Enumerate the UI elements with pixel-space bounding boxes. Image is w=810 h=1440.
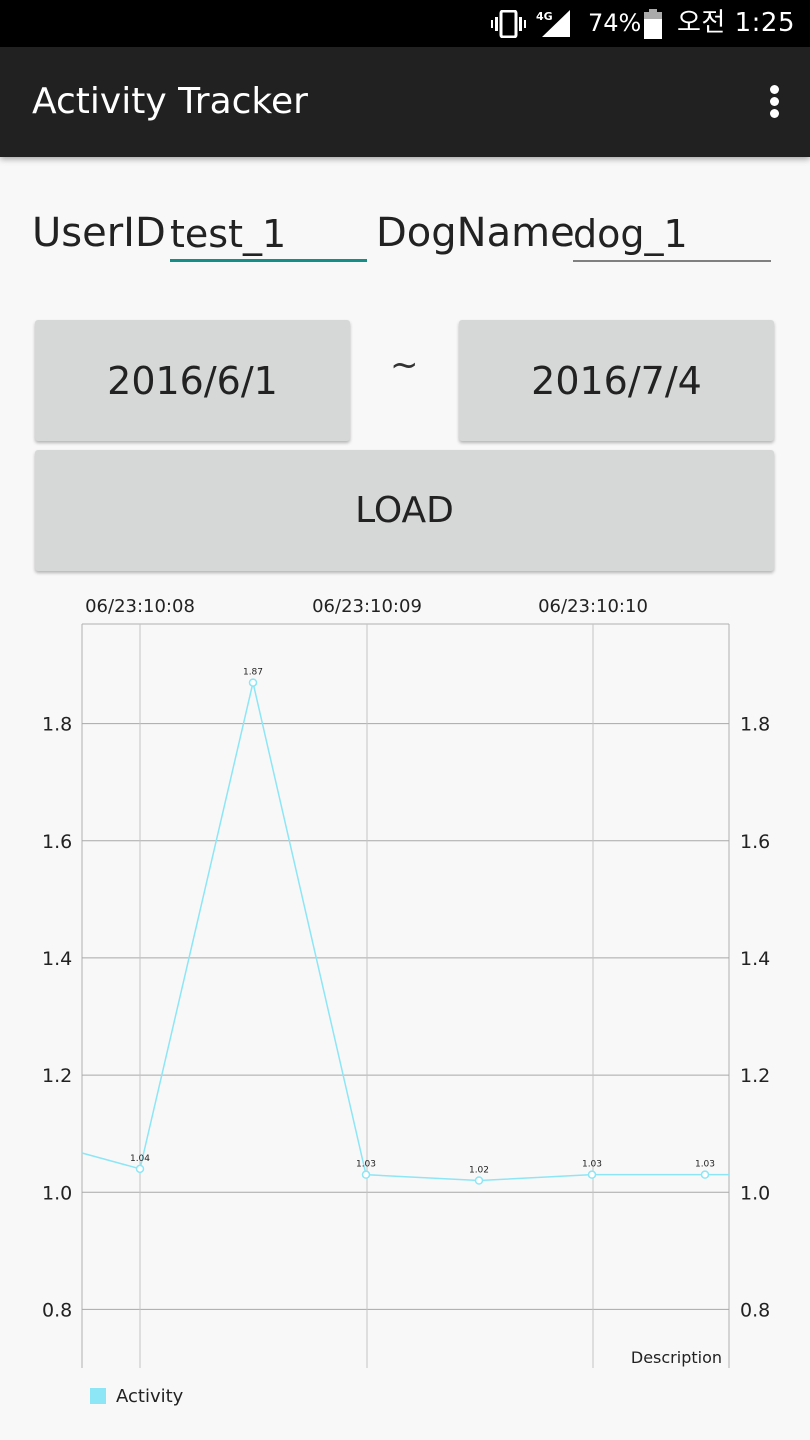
end-date-button[interactable]: 2016/7/4 — [459, 320, 774, 441]
legend-label-activity: Activity — [116, 1385, 184, 1407]
app-title: Activity Tracker — [32, 81, 308, 122]
clock: 오전 1:25 — [677, 8, 795, 38]
chart-legend: Activity — [90, 1384, 183, 1408]
load-button[interactable]: LOAD — [35, 450, 774, 571]
network-type-label: 4G — [536, 10, 553, 23]
vibrate-icon — [491, 10, 526, 38]
y-tick-label-right: 0.8 — [740, 1299, 770, 1321]
data-point — [474, 1176, 484, 1185]
activity-chart: 0.8 0.8 1.0 1.0 1.2 1.2 1.4 1.4 1.6 1.6 1.8 1.8 06/2… — [42, 596, 770, 1368]
data-point — [248, 678, 258, 687]
y-tick-label-left: 1.8 — [42, 714, 72, 736]
chart-description: Description — [631, 1348, 722, 1367]
y-tick-label-right: 1.6 — [740, 831, 770, 853]
dog-name-input[interactable]: dog_1 — [573, 212, 771, 262]
y-tick-label-left: 1.4 — [42, 948, 72, 970]
y-tick-label-left: 1.0 — [42, 1182, 72, 1204]
data-point — [700, 1170, 710, 1179]
legend-swatch-activity — [90, 1388, 106, 1404]
more-vert-icon[interactable] — [768, 85, 780, 119]
y-tick-label-left: 1.2 — [42, 1065, 72, 1087]
series-line-activity — [81, 682, 729, 1182]
load-button-label: LOAD — [355, 490, 454, 531]
y-tick-label-right: 1.4 — [740, 948, 770, 970]
data-value-label: 1.03 — [695, 1160, 715, 1170]
y-tick-label-left: 1.6 — [42, 831, 72, 853]
user-id-input[interactable]: test_1 — [170, 212, 367, 262]
data-value-label: 1.04 — [130, 1154, 150, 1164]
battery-percentage: 74% — [588, 9, 642, 37]
date-range-separator: ~ — [390, 345, 419, 385]
data-point — [587, 1170, 597, 1179]
data-point — [135, 1164, 145, 1174]
y-tick-label-right: 1.2 — [740, 1065, 770, 1087]
dog-name-label: DogName — [376, 210, 575, 256]
start-date-label: 2016/6/1 — [107, 358, 278, 403]
data-value-label: 1.02 — [469, 1166, 489, 1176]
data-value-label: 1.87 — [243, 668, 263, 678]
data-value-label: 1.03 — [582, 1160, 602, 1170]
battery-icon — [644, 9, 662, 39]
x-tick-label: 06/23:10:08 — [85, 596, 195, 617]
data-point — [361, 1170, 371, 1179]
user-id-label: UserID — [32, 210, 166, 256]
y-tick-label-left: 0.8 — [42, 1299, 72, 1321]
status-bar: 4G 74% 오전 1:25 — [0, 0, 810, 47]
signal-4g-icon: 4G — [536, 10, 570, 37]
data-value-label: 1.03 — [356, 1160, 376, 1170]
x-tick-label: 06/23:10:10 — [538, 596, 648, 617]
y-tick-label-right: 1.8 — [740, 714, 770, 736]
app-bar: Activity Tracker — [0, 47, 810, 157]
start-date-button[interactable]: 2016/6/1 — [35, 320, 350, 441]
y-tick-label-right: 1.0 — [740, 1182, 770, 1204]
x-tick-label: 06/23:10:09 — [312, 596, 422, 617]
end-date-label: 2016/7/4 — [531, 358, 702, 403]
